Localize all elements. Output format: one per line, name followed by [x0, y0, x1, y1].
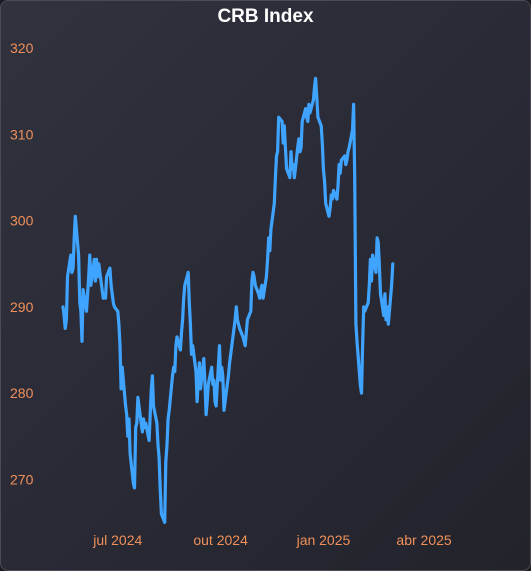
y-tick-label: 320	[10, 40, 34, 56]
x-axis-ticks: jul 2024 out 2024 jan 2025 abr 2025	[92, 532, 452, 548]
x-tick-label: abr 2025	[396, 532, 451, 548]
y-tick-label: 280	[10, 385, 34, 401]
x-tick-label: jul 2024	[92, 532, 142, 548]
series-line	[61, 76, 395, 525]
y-axis-ticks: 270 280 290 300 310 320	[10, 40, 34, 487]
chart-title: CRB Index	[217, 6, 314, 27]
series-layer	[61, 76, 395, 525]
x-tick-label: jan 2025	[296, 532, 351, 548]
x-tick-label: out 2024	[193, 532, 248, 548]
y-tick-label: 270	[10, 471, 34, 487]
y-tick-label: 300	[10, 213, 34, 229]
y-tick-label: 290	[10, 299, 34, 315]
y-tick-label: 310	[10, 126, 34, 142]
